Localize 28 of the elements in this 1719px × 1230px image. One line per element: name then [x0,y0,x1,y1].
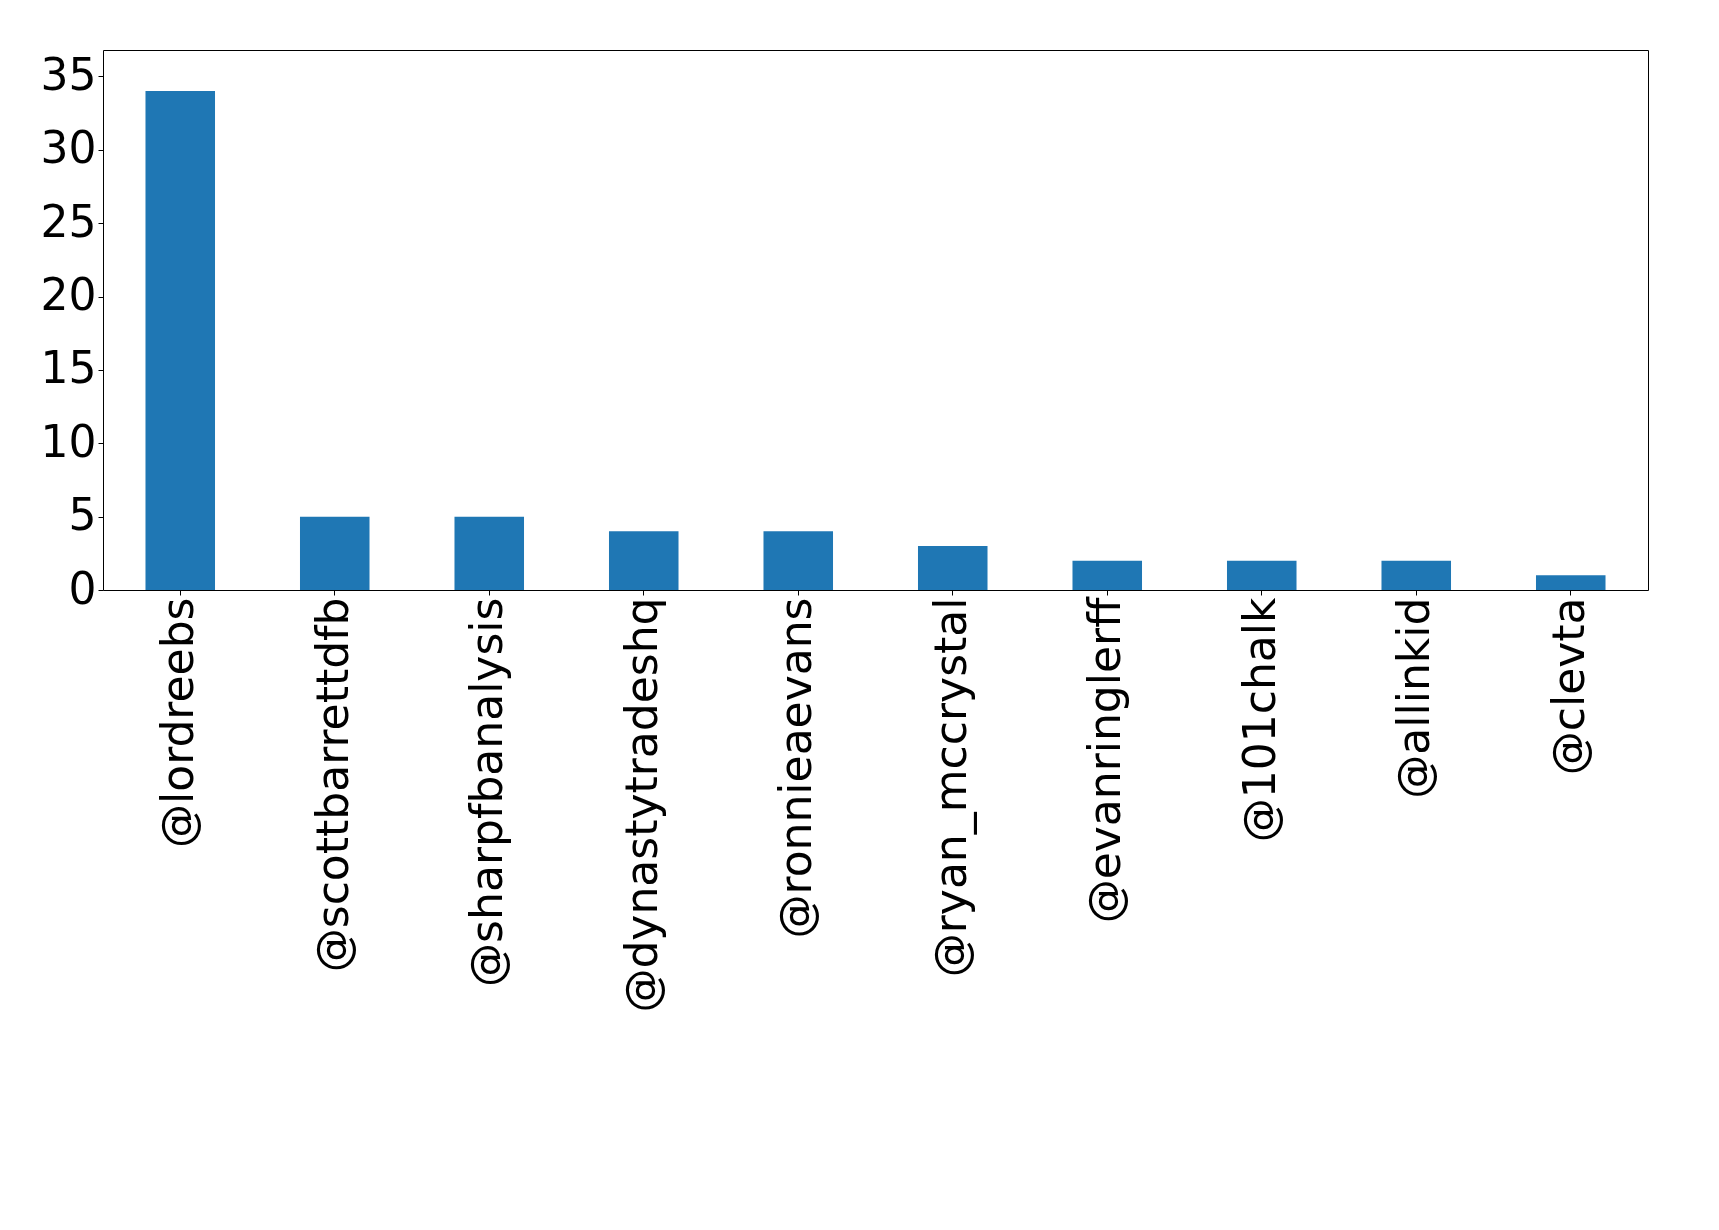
bar [1072,560,1143,590]
y-tick-label: 35 [40,48,97,100]
bar [145,91,216,590]
y-tick-label: 15 [40,342,97,394]
bar [1381,560,1452,590]
x-tick-label: @allinkid [1388,597,1440,799]
x-tick-label: @ryan_mccrystal [924,597,977,978]
y-tick-label: 20 [40,269,97,321]
y-tick-label: 0 [68,562,97,614]
y-tick-label: 25 [40,195,97,247]
y-tick-label: 10 [40,415,97,467]
y-tick-label: 5 [68,489,97,541]
x-tick-label: @sharpfbanalysis [461,597,513,987]
bar [454,516,525,590]
bar [763,531,834,590]
x-tick-label: @ronnieaevans [770,597,822,939]
y-tick-label: 30 [40,122,97,174]
x-tick-label: @clevta [1542,597,1594,776]
x-tick-label: @evanringlerff [1079,595,1131,924]
bar [917,545,988,590]
x-tick-label: @scottbarrettdfb [306,597,358,973]
bar [1226,560,1297,590]
bar [299,516,370,590]
bar [1535,575,1606,590]
x-tick-label: @dynastytradeshq [615,597,667,1013]
bar [608,531,679,590]
x-tick-label: @101chalk [1233,596,1285,843]
x-tick-label: @lordreebs [152,597,204,849]
